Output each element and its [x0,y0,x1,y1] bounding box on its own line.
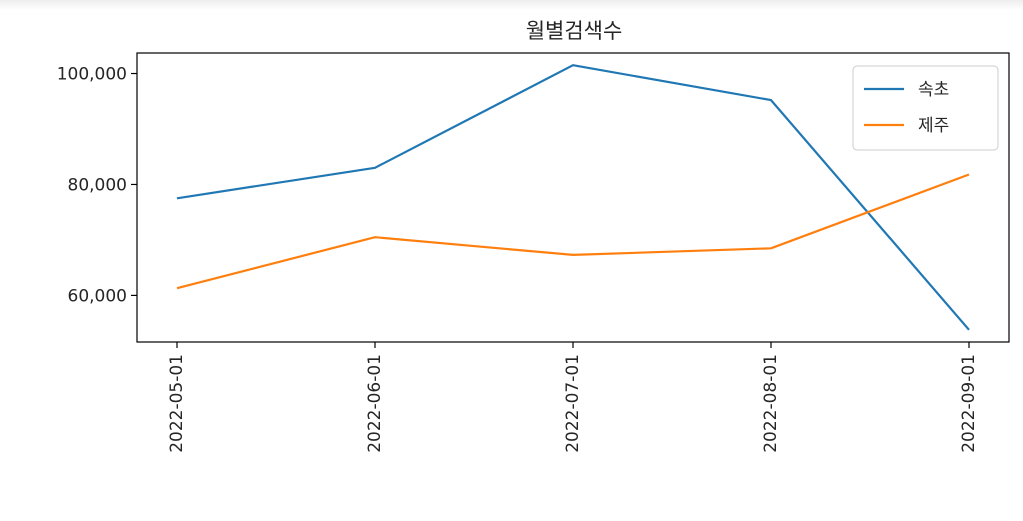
x-axis: 2022-05-01 2022-06-01 2022-07-01 2022-08-01… [167,342,979,453]
legend-label: 속초 [918,80,949,100]
series-lines [176,64,970,331]
x-tick-label: 2022-07-01 [563,354,583,453]
y-tick-label: 60,000 [68,286,127,306]
window-top-shadow [0,0,1023,10]
x-tick-label: 2022-06-01 [365,354,385,453]
legend-label: 제주 [918,116,949,136]
y-tick-label: 100,000 [57,65,127,85]
series-line-1 [176,64,970,331]
chart-title: 월별검색수 [526,19,623,43]
x-tick-label: 2022-05-01 [167,354,187,453]
series-line-2 [176,173,970,290]
x-tick-label: 2022-08-01 [761,354,781,453]
y-tick-label: 80,000 [68,175,127,195]
x-tick-label: 2022-09-01 [959,354,979,453]
legend-box [852,65,999,151]
y-axis: 60,000 80,000 100,000 [57,65,137,306]
